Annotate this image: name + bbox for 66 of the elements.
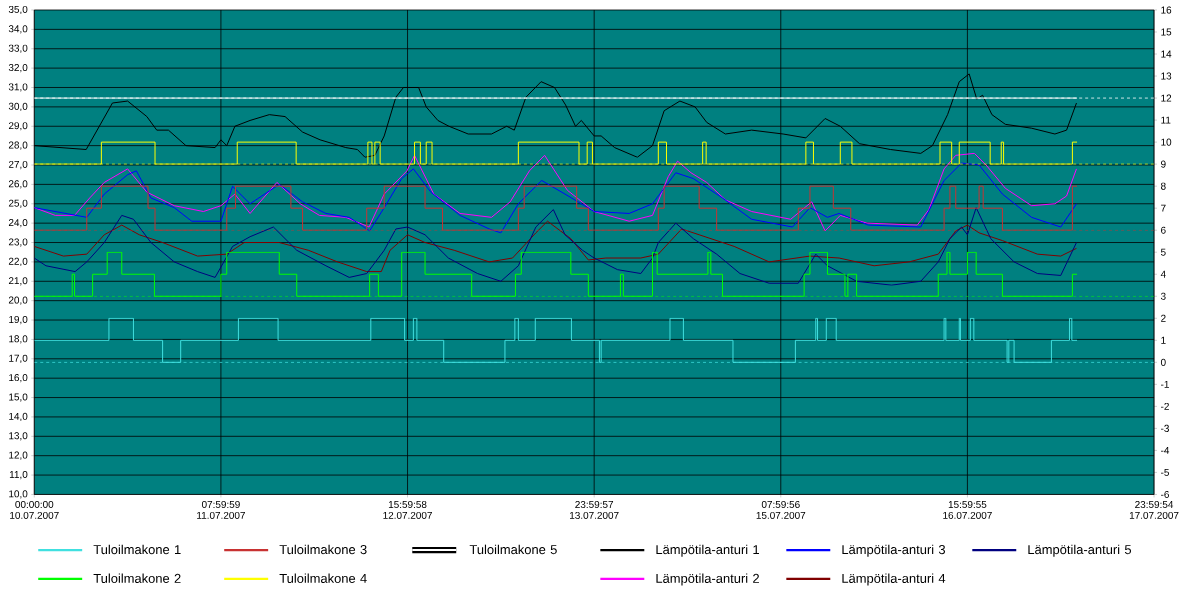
y2-tick-label: -4 — [1160, 446, 1170, 454]
legend-label: Lämpötila-anturi 1 — [656, 544, 760, 557]
y2-tick-label: 3 — [1160, 292, 1166, 300]
y-tick-label: 17,0 — [9, 354, 28, 363]
y2-tick-label: 8 — [1160, 182, 1166, 190]
y2-tick-label: -5 — [1160, 468, 1169, 476]
y-tick-label: 28,0 — [8, 141, 28, 150]
legend-label: Tuloilmakone 5 — [469, 544, 557, 554]
legend-label: Tuloilmakone 4 — [279, 573, 367, 583]
y2-tick-label: 16 — [1161, 6, 1172, 14]
legend-label: Lämpötila-anturi 4 — [842, 573, 946, 586]
y2-tick-label: 4 — [1160, 270, 1166, 278]
y-tick-label: 13,0 — [9, 432, 28, 441]
legend-label: Lämpötila-anturi 2 — [656, 573, 759, 586]
y-tick-label: 10,0 — [9, 490, 28, 499]
y2-tick-label: 11 — [1161, 116, 1171, 124]
y-tick-label: 35,0 — [8, 5, 28, 14]
y-tick-label: 18,0 — [9, 335, 28, 344]
legend-label: Tuloilmakone 2 — [93, 573, 181, 583]
y-tick-label: 33,0 — [8, 44, 28, 53]
y-tick-label: 25,0 — [8, 199, 28, 208]
x-tick-label: 15:59:55 16.07.2007 — [943, 500, 992, 519]
x-tick-label: 07:59:59 11.07.2007 — [197, 500, 245, 519]
y2-tick-label: 13 — [1161, 72, 1172, 80]
x-tick-label: 07:59:56 15.07.2007 — [756, 500, 806, 519]
y2-tick-label: -6 — [1160, 490, 1169, 498]
y2-tick-label: -2 — [1160, 402, 1169, 410]
y-tick-label: 21,0 — [8, 277, 28, 286]
y-tick-label: 16,0 — [9, 373, 28, 383]
y-tick-label: 20,0 — [8, 296, 28, 305]
y2-tick-label: 14 — [1161, 50, 1172, 58]
x-tick-label: 23:59:57 13.07.2007 — [570, 500, 619, 519]
y-tick-label: 24,0 — [8, 218, 28, 228]
y-tick-label: 19,0 — [9, 315, 28, 324]
x-tick-label: 00:00:00 10.07.2007 — [10, 500, 59, 519]
y2-tick-label: 9 — [1161, 160, 1166, 168]
y2-tick-label: 7 — [1161, 204, 1166, 212]
y-tick-label: 15,0 — [9, 393, 28, 402]
legend-label: Tuloilmakone 1 — [93, 544, 181, 554]
legend-label: Tuloilmakone 3 — [279, 544, 367, 554]
x-tick-label: 15:59:58 12.07.2007 — [383, 500, 432, 519]
y2-tick-label: 6 — [1161, 226, 1166, 234]
y-tick-label: 31,0 — [8, 83, 28, 92]
y-tick-label: 23,0 — [8, 238, 28, 247]
y-tick-label: 32,0 — [8, 63, 28, 73]
y2-tick-label: 2 — [1161, 314, 1166, 322]
y-tick-label: 30,0 — [8, 102, 28, 111]
x-tick-label: 23:59:54 17.07.2007 — [1129, 500, 1179, 519]
y2-tick-label: 10 — [1161, 138, 1172, 146]
y-tick-label: 26,0 — [8, 180, 28, 189]
y-tick-label: 14,0 — [9, 412, 28, 421]
y2-tick-label: -1 — [1160, 380, 1169, 388]
legend-label: Lämpötila-anturi 3 — [842, 544, 946, 557]
y2-tick-label: 0 — [1160, 358, 1166, 366]
y2-tick-label: -3 — [1160, 424, 1169, 432]
legend-label: Lämpötila-anturi 5 — [1028, 544, 1132, 557]
y2-tick-label: 5 — [1160, 248, 1166, 256]
y2-tick-label: 12 — [1161, 94, 1172, 102]
y2-tick-label: 1 — [1161, 336, 1166, 344]
y-tick-label: 12,0 — [9, 451, 28, 460]
y-tick-label: 11,0 — [9, 470, 28, 480]
y-tick-label: 34,0 — [8, 25, 28, 34]
y-tick-label: 29,0 — [8, 121, 28, 131]
y-tick-label: 22,0 — [8, 257, 28, 266]
y2-tick-label: 15 — [1161, 28, 1172, 36]
y-tick-label: 27,0 — [8, 160, 28, 169]
